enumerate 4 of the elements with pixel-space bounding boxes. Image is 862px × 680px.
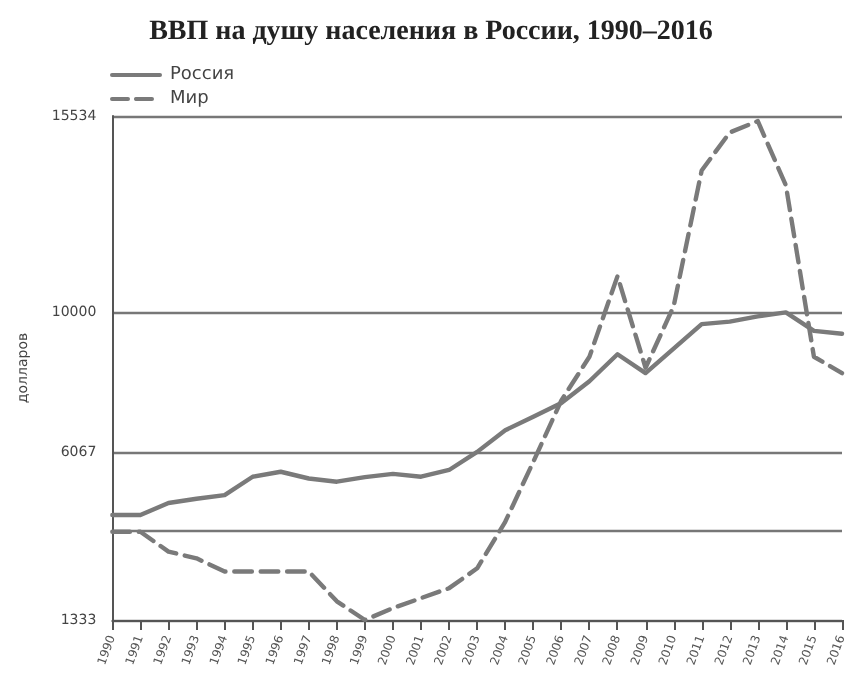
chart-title: ВВП на душу населения в России, 1990–2016 xyxy=(149,17,713,47)
legend-label: Мир xyxy=(170,89,210,109)
line-series xyxy=(110,118,845,623)
legend-label: Россия xyxy=(170,65,235,85)
